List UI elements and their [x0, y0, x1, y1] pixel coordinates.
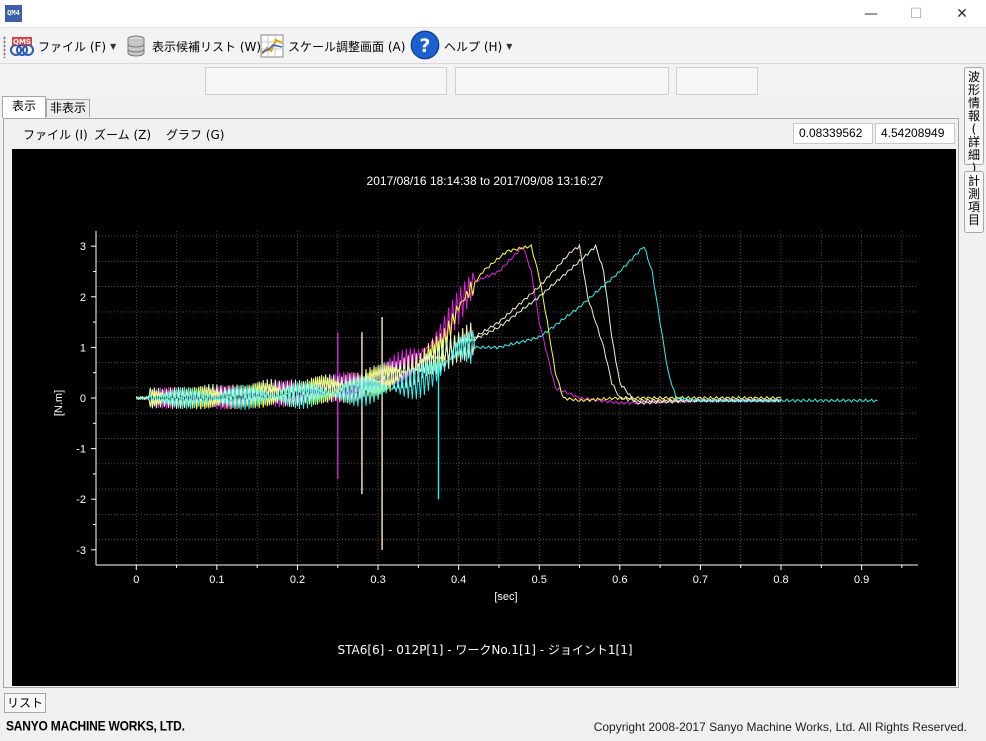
database-icon: [127, 35, 145, 57]
chart-title: 2017/08/16 18:14:38 to 2017/09/08 13:16:…: [367, 174, 604, 188]
x-tick-label: 0.6: [612, 574, 627, 586]
minimize-button[interactable]: —: [864, 6, 878, 22]
graph-menu-graph[interactable]: グラフ (G): [166, 128, 225, 142]
side-tab-label: 波 形 情 報 ( 詳 細 ): [967, 70, 980, 175]
menu-candidate-list[interactable]: 表示候補リスト (W): [124, 34, 261, 58]
side-tab-label: 計 測 項 目: [967, 174, 980, 227]
menu-candidate-list-label: 表示候補リスト (W): [152, 39, 262, 54]
y-tick-label: -3: [76, 545, 86, 557]
app-icon: QM4: [5, 5, 22, 22]
x-tick-label: 0: [133, 574, 139, 586]
side-tab-measure-items[interactable]: 計 測 項 目: [964, 171, 984, 233]
title-bar: QM4 — ☐ ✕: [0, 0, 986, 28]
main-menubar: QMS ファイル (F) ▼ 表示候補リスト (W) スケール調整画面 (A) …: [0, 28, 986, 64]
graph-menu-file[interactable]: ファイル (I): [23, 128, 88, 142]
side-tab-waveform-detail[interactable]: 波 形 情 報 ( 詳 細 ): [964, 67, 984, 175]
waveform-svg: 2017/08/16 18:14:38 to 2017/09/08 13:16:…: [53, 174, 918, 657]
x-tick-label: 0.4: [451, 574, 466, 586]
y-tick-label: 2: [80, 292, 86, 304]
x-tick-label: 0.1: [209, 574, 224, 586]
menu-help-label: ヘルプ (H): [444, 39, 503, 54]
menu-file-label: ファイル (F): [38, 39, 107, 54]
maximize-button[interactable]: ☐: [909, 6, 923, 22]
series-line: [136, 246, 878, 410]
company-logo-text: SANYO MACHINE WORKS, LTD.: [6, 717, 185, 735]
status-strip: [0, 65, 962, 97]
menu-scale-adjust[interactable]: スケール調整画面 (A): [260, 34, 405, 58]
copyright-text: Copyright 2008-2017 Sanyo Machine Works,…: [593, 720, 967, 734]
x-tick-label: 0.7: [693, 574, 708, 586]
y-tick-label: 1: [80, 342, 86, 354]
status-panel: [676, 67, 758, 95]
graph-menubar: ファイル (I) ズーム (Z) グラフ (G) 0.08339562 4.54…: [4, 119, 958, 147]
waveform-chart[interactable]: 2017/08/16 18:14:38 to 2017/09/08 13:16:…: [12, 149, 956, 686]
status-panel: [205, 67, 447, 95]
chevron-down-icon: ▼: [506, 41, 513, 51]
cursor-x-value: 0.08339562: [793, 123, 873, 144]
x-tick-label: 0.9: [854, 574, 869, 586]
graph-menu-zoom[interactable]: ズーム (Z): [94, 128, 152, 142]
y-tick-label: 3: [80, 241, 86, 253]
chart-subtitle: STA6[6] - 012P[1] - ワークNo.1[1] - ジョイント1[…: [337, 643, 632, 657]
y-axis-label: [N.m]: [53, 390, 65, 416]
scale-chart-icon: [260, 34, 284, 58]
list-button[interactable]: リスト: [4, 693, 46, 713]
toolbar-grip-icon[interactable]: [3, 36, 6, 58]
svg-text:?: ?: [420, 36, 431, 57]
menu-file[interactable]: QMS ファイル (F) ▼: [10, 34, 116, 58]
graph-panel: ファイル (I) ズーム (Z) グラフ (G) 0.08339562 4.54…: [3, 118, 959, 688]
y-tick-label: 0: [80, 393, 86, 405]
x-tick-label: 0.3: [370, 574, 385, 586]
y-tick-label: -2: [76, 494, 86, 506]
tab-hide[interactable]: 非表示: [46, 99, 90, 117]
menu-help[interactable]: ? ヘルプ (H) ▼: [410, 30, 513, 60]
y-tick-label: -1: [76, 444, 86, 456]
tab-show[interactable]: 表示: [2, 96, 46, 118]
x-tick-label: 0.8: [773, 574, 788, 586]
help-icon: ?: [410, 30, 440, 60]
x-tick-label: 0.5: [532, 574, 547, 586]
x-axis-label: [sec]: [494, 591, 517, 603]
menu-scale-adjust-label: スケール調整画面 (A): [288, 39, 406, 54]
cursor-y-value: 4.54208949: [875, 123, 955, 144]
svg-text:QMS: QMS: [13, 38, 31, 46]
close-button[interactable]: ✕: [956, 6, 968, 22]
x-tick-label: 0.2: [290, 574, 305, 586]
qms-logo-icon: QMS: [10, 37, 34, 56]
status-panel: [455, 67, 669, 95]
chevron-down-icon: ▼: [110, 41, 117, 51]
series-line: [136, 243, 782, 409]
